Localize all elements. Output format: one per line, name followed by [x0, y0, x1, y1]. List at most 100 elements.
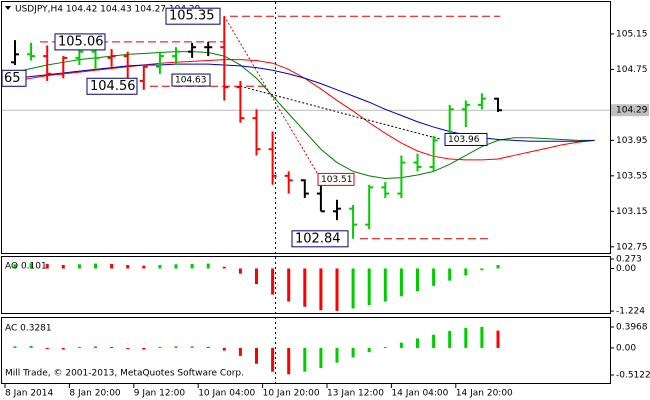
osc-bar	[45, 347, 49, 349]
osc-y-tick-label: 0.3968	[616, 322, 648, 332]
osc-bar	[303, 347, 307, 372]
osc-bar	[158, 346, 162, 348]
osc-bar	[335, 268, 339, 311]
osc-bar	[13, 264, 17, 269]
osc-bar	[416, 268, 419, 292]
price-label-box	[317, 172, 355, 186]
symbol-arrow	[5, 6, 11, 10]
x-tick-label: 9 Jan 12:00	[134, 389, 186, 399]
osc-bar	[142, 347, 146, 350]
price-label-box	[171, 73, 211, 87]
price-label-box	[54, 33, 106, 51]
copyright: Mill Trade, © 2001-2013, MetaQuotes Soft…	[5, 369, 244, 379]
osc-bar	[190, 346, 194, 348]
osc-bar	[206, 263, 210, 269]
price-label: 105.06	[58, 34, 104, 49]
y-tick-label: 103.55	[616, 171, 648, 181]
osc-bar	[222, 347, 226, 351]
osc-bar	[303, 268, 307, 307]
price-label: 103.96	[448, 135, 480, 145]
price-label: 103.51	[321, 175, 353, 185]
price-label-box	[291, 230, 349, 248]
x-tick-label: 10 Jan 04:00	[198, 389, 255, 399]
price-label: 104.63	[175, 76, 207, 86]
price-label-box	[444, 132, 488, 146]
osc-bar	[351, 347, 355, 358]
osc-bar	[271, 268, 275, 295]
osc-bar	[126, 265, 130, 269]
osc-bar	[126, 347, 130, 349]
price-label-box	[1, 69, 27, 87]
bid-label: 104.29	[616, 106, 648, 116]
osc-bar	[496, 265, 500, 269]
osc-bar	[13, 346, 17, 348]
price-label-box	[165, 7, 221, 25]
y-tick-label: 104.75	[616, 65, 648, 75]
osc-bar	[142, 265, 146, 269]
osc-bar	[319, 268, 323, 311]
osc-bar	[351, 268, 355, 309]
y-tick-label: 103.15	[616, 207, 648, 217]
osc-y-tick-label: 0.00	[616, 264, 636, 274]
osc-bar	[335, 347, 339, 363]
bid-box	[611, 104, 649, 117]
osc-bar	[464, 268, 468, 276]
osc-bar	[45, 263, 49, 269]
osc-bar	[206, 346, 210, 348]
osc-bar	[432, 268, 436, 286]
osc-bar	[319, 347, 323, 369]
price-label: 104.56	[90, 79, 136, 94]
osc-bar	[77, 346, 81, 348]
osc-bar	[383, 268, 387, 302]
osc-y-tick-label: 0.00	[616, 343, 636, 353]
osc-bar	[238, 268, 242, 274]
trend-line	[240, 85, 442, 140]
osc-title: AC 0.3281	[5, 324, 52, 334]
osc-bar	[399, 268, 403, 297]
x-tick-label: 10 Jan 20:00	[263, 389, 320, 399]
osc-bar	[190, 263, 194, 269]
x-tick-label: 8 Jan 2014	[5, 389, 53, 399]
chart-title: USDJPY,H4 104.42 104.43 104.27 104.29	[15, 5, 201, 15]
osc-bar	[287, 347, 291, 375]
osc-bar	[29, 345, 33, 348]
osc-bar	[222, 266, 226, 269]
x-tick-label: 13 Jan 12:00	[327, 389, 384, 399]
osc-bar	[448, 268, 452, 281]
ac-pane	[1, 317, 611, 384]
osc-bar	[158, 265, 162, 269]
osc-bar	[399, 342, 403, 348]
osc-title: AO 0.101	[5, 262, 47, 272]
x-tick-label: 14 Jan 20:00	[456, 389, 513, 399]
osc-bar	[383, 346, 387, 348]
osc-y-tick-label: -0.5122	[616, 370, 650, 380]
osc-y-tick-label: 0.273	[616, 254, 642, 264]
price-label: 65	[4, 71, 21, 86]
osc-bar	[255, 347, 258, 364]
osc-bar	[464, 327, 468, 348]
ao-pane	[1, 256, 611, 314]
main-pane	[1, 1, 611, 254]
osc-bar	[367, 268, 371, 305]
moving-average	[14, 63, 595, 142]
osc-bar	[480, 268, 484, 271]
osc-bar	[110, 263, 114, 269]
price-label: 102.84	[295, 231, 341, 246]
osc-bar	[174, 264, 178, 269]
osc-bar	[271, 347, 275, 372]
osc-bar	[61, 265, 65, 269]
osc-bar	[94, 346, 97, 348]
osc-bar	[255, 268, 258, 285]
y-tick-label: 102.75	[616, 242, 648, 252]
osc-bar	[238, 347, 242, 356]
osc-bar	[480, 326, 484, 348]
osc-bar	[77, 264, 81, 269]
osc-bar	[432, 334, 436, 348]
osc-y-tick-label: -1.224	[616, 307, 645, 317]
osc-bar	[61, 347, 65, 350]
x-tick-label: 8 Jan 20:00	[69, 389, 121, 399]
y-tick-label: 103.95	[616, 136, 648, 146]
osc-bar	[110, 346, 114, 348]
